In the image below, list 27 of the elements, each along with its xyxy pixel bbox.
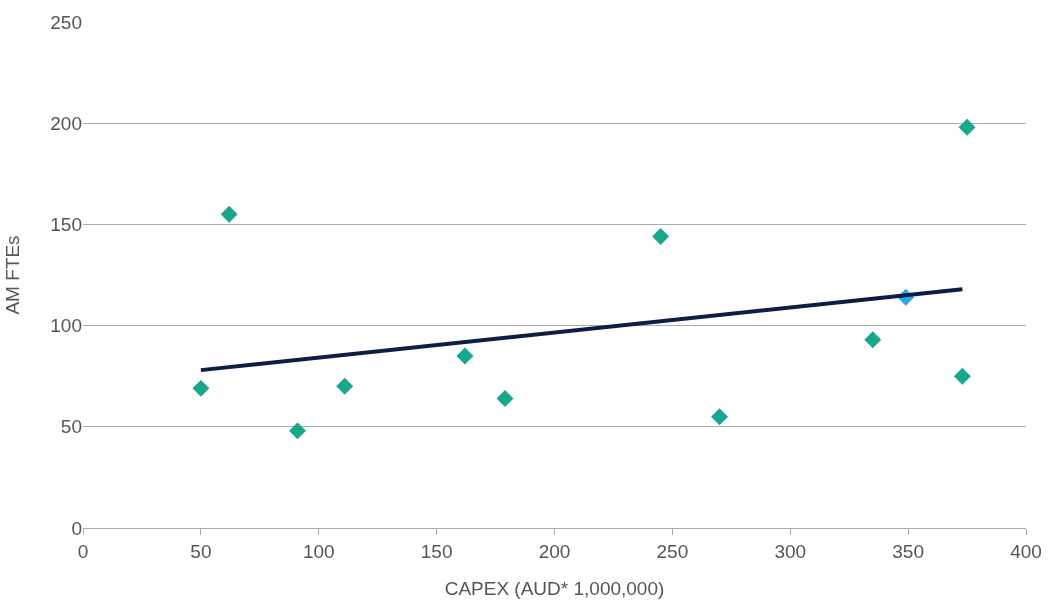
y-axis-title: AM FTEs bbox=[2, 235, 24, 315]
x-tick-label: 100 bbox=[302, 540, 335, 562]
x-tick-label: 400 bbox=[1010, 540, 1042, 562]
point bbox=[953, 367, 971, 385]
point bbox=[336, 377, 354, 395]
point bbox=[456, 347, 474, 365]
point bbox=[711, 408, 728, 426]
y-tick-label: 150 bbox=[50, 214, 82, 236]
y-tick-label: 200 bbox=[50, 112, 82, 134]
y-tick-label: 0 bbox=[71, 517, 82, 539]
point bbox=[289, 422, 306, 440]
x-tick-label: 200 bbox=[538, 540, 571, 562]
point bbox=[220, 205, 238, 223]
x-axis-title: CAPEX (AUD* 1,000,000) bbox=[444, 577, 665, 599]
point bbox=[864, 331, 882, 349]
y-tick-label: 100 bbox=[50, 315, 82, 337]
x-tick-label: 150 bbox=[420, 540, 453, 562]
x-tick-label: 300 bbox=[774, 540, 807, 562]
y-tick-label: 50 bbox=[60, 416, 82, 438]
point bbox=[192, 379, 210, 397]
x-tick-label: 50 bbox=[190, 540, 212, 562]
point bbox=[496, 390, 514, 407]
x-tick-label: 350 bbox=[892, 540, 924, 562]
x-tick-label: 250 bbox=[656, 540, 689, 562]
y-tick-label: 250 bbox=[50, 11, 82, 33]
point bbox=[958, 118, 976, 136]
point bbox=[652, 228, 670, 245]
